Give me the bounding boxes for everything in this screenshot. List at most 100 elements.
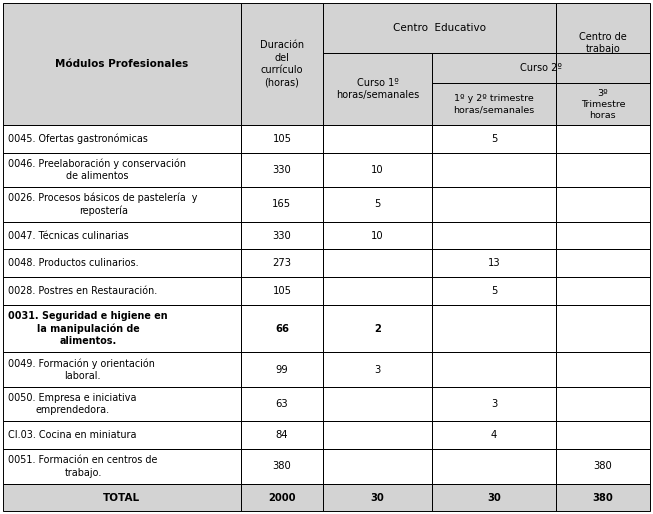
Text: 105: 105 (272, 134, 291, 144)
Bar (240, 352, 323, 387)
Bar (323, 125, 432, 153)
Text: 0046. Preelaboración y conservación
de alimentos: 0046. Preelaboración y conservación de a… (8, 158, 187, 181)
Bar (323, 352, 432, 387)
Text: 30: 30 (487, 492, 501, 503)
Bar (556, 484, 650, 511)
Text: Curso 2º: Curso 2º (520, 63, 562, 74)
Bar (323, 449, 432, 484)
Text: 0051. Formación en centros de
trabajo.: 0051. Formación en centros de trabajo. (8, 455, 158, 478)
Text: 273: 273 (272, 259, 291, 268)
Text: 30: 30 (371, 492, 385, 503)
Bar (432, 222, 556, 249)
Bar (556, 484, 650, 511)
Bar (240, 153, 323, 187)
Bar (432, 83, 556, 125)
Bar (432, 305, 556, 352)
Bar (432, 484, 556, 511)
Text: 0048. Productos culinarios.: 0048. Productos culinarios. (8, 259, 139, 268)
Text: 3: 3 (491, 399, 497, 409)
Text: 5: 5 (374, 199, 381, 210)
Text: Centro  Educativo: Centro Educativo (393, 23, 486, 33)
Text: 0026. Procesos básicos de pastelería  y
repostería: 0026. Procesos básicos de pastelería y r… (8, 193, 198, 216)
Bar (3, 305, 240, 352)
Bar (323, 53, 432, 125)
Bar (240, 352, 323, 387)
Text: 380: 380 (594, 462, 613, 471)
Bar (240, 249, 323, 277)
Text: Centro de
trabajo: Centro de trabajo (579, 32, 627, 54)
Text: Módulos Profesionales: Módulos Profesionales (56, 59, 189, 69)
Text: 380: 380 (272, 462, 291, 471)
Bar (432, 352, 556, 387)
Text: 0047. Técnicas culinarias: 0047. Técnicas culinarias (8, 231, 129, 241)
Bar (323, 484, 432, 511)
Bar (240, 387, 323, 421)
Bar (3, 153, 240, 187)
Text: 380: 380 (592, 492, 613, 503)
Bar (432, 187, 556, 222)
Bar (240, 449, 323, 484)
Bar (240, 222, 323, 249)
Bar (556, 352, 650, 387)
Bar (556, 352, 650, 387)
Bar (3, 3, 240, 125)
Bar (432, 187, 556, 222)
Bar (556, 125, 650, 153)
Bar (3, 249, 240, 277)
Bar (432, 387, 556, 421)
Bar (432, 125, 556, 153)
Bar (556, 222, 650, 249)
Bar (323, 421, 432, 449)
Bar (323, 387, 432, 421)
Bar (556, 449, 650, 484)
Text: 330: 330 (272, 231, 291, 241)
Bar (432, 249, 556, 277)
Bar (240, 484, 323, 511)
Bar (3, 449, 240, 484)
Text: 3º
Trimestre
horas: 3º Trimestre horas (581, 88, 625, 120)
Text: 0049. Formación y orientación
laboral.: 0049. Formación y orientación laboral. (8, 358, 155, 381)
Bar (432, 484, 556, 511)
Bar (323, 305, 432, 352)
Bar (432, 421, 556, 449)
Bar (323, 125, 432, 153)
Bar (556, 83, 650, 125)
Bar (3, 187, 240, 222)
Bar (323, 484, 432, 511)
Text: Duración
del
currículo
(horas): Duración del currículo (horas) (260, 40, 304, 87)
Text: 330: 330 (272, 165, 291, 175)
Bar (432, 277, 556, 305)
Bar (432, 449, 556, 484)
Bar (240, 277, 323, 305)
Bar (323, 222, 432, 249)
Bar (323, 3, 556, 53)
Bar (3, 277, 240, 305)
Bar (3, 421, 240, 449)
Bar (556, 153, 650, 187)
Bar (240, 125, 323, 153)
Bar (3, 249, 240, 277)
Bar (556, 277, 650, 305)
Text: 5: 5 (491, 286, 497, 296)
Bar (432, 83, 556, 125)
Bar (240, 249, 323, 277)
Bar (3, 305, 240, 352)
Bar (323, 277, 432, 305)
Text: 4: 4 (491, 430, 497, 440)
Bar (556, 153, 650, 187)
Bar (432, 305, 556, 352)
Text: 63: 63 (276, 399, 288, 409)
Bar (240, 125, 323, 153)
Bar (323, 421, 432, 449)
Bar (3, 387, 240, 421)
Bar (556, 305, 650, 352)
Bar (3, 421, 240, 449)
Bar (3, 125, 240, 153)
Text: 105: 105 (272, 286, 291, 296)
Bar (240, 153, 323, 187)
Bar (240, 187, 323, 222)
Bar (323, 449, 432, 484)
Bar (240, 449, 323, 484)
Bar (240, 421, 323, 449)
Text: 13: 13 (488, 259, 500, 268)
